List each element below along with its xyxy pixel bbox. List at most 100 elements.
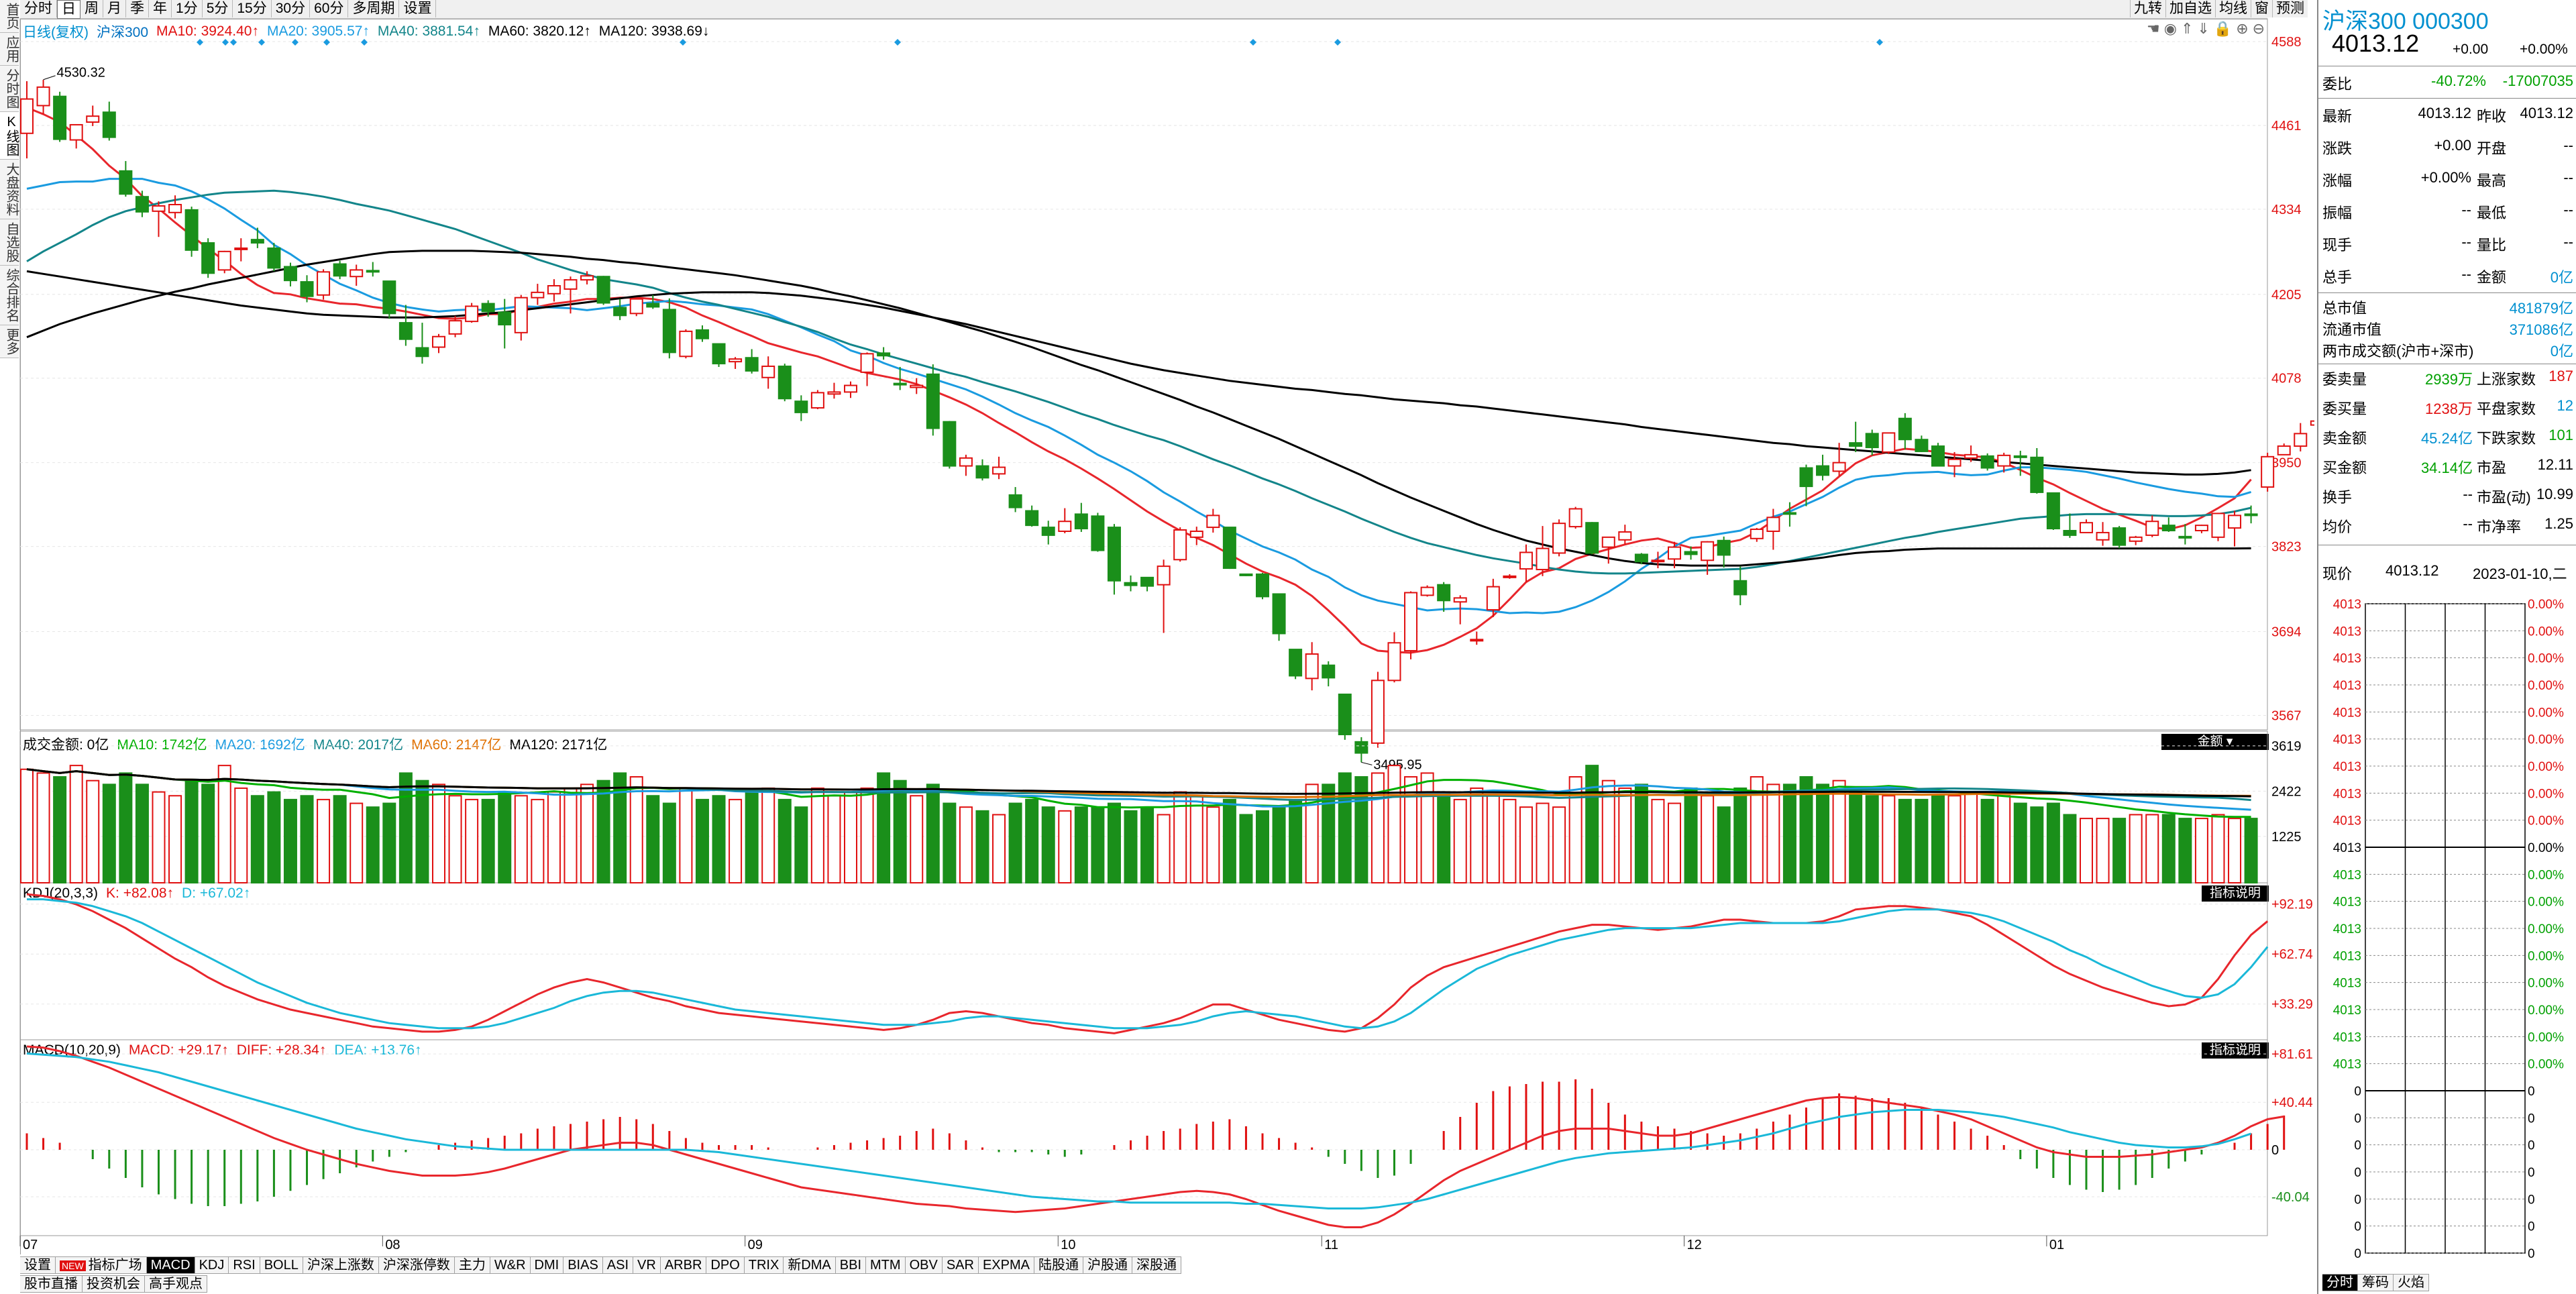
period-button-1[interactable]: 日	[57, 0, 80, 19]
candle-body	[1387, 642, 1401, 682]
indicator-tab-16[interactable]: TRIX	[744, 1256, 784, 1274]
link-tab-1[interactable]: 投资机会	[83, 1275, 145, 1293]
link-tab-0[interactable]: 股市直播	[20, 1275, 83, 1293]
mini-price-label: 4013	[2333, 1004, 2361, 1018]
move-down-icon[interactable]: ⇓	[2197, 20, 2214, 37]
candle-body	[2046, 492, 2060, 530]
period-button-7[interactable]: 5分	[203, 0, 233, 17]
panel-tab-1[interactable]: 筹码	[2358, 1274, 2394, 1291]
hand-icon[interactable]: ☚	[2147, 20, 2164, 37]
zoom-out-icon[interactable]: ⊖	[2252, 20, 2269, 37]
indicator-tab-25[interactable]: 深股通	[1132, 1256, 1181, 1274]
kdj-d-label: D: +67.02↑	[182, 885, 251, 901]
indicator-tab-18[interactable]: BBI	[835, 1256, 867, 1274]
indicator-tab-8[interactable]: 主力	[454, 1256, 490, 1274]
indicator-tab-1[interactable]: NEW 指标广场	[56, 1256, 147, 1274]
candle-body	[398, 322, 413, 340]
volume-bar	[1701, 795, 1715, 884]
indicator-tab-21[interactable]: SAR	[942, 1256, 979, 1274]
volume-bar	[531, 798, 545, 884]
indicator-tab-3[interactable]: KDJ	[195, 1256, 229, 1274]
kdj-k-label: K: +82.08↑	[106, 885, 174, 901]
indicator-tab-24[interactable]: 沪股通	[1083, 1256, 1132, 1274]
breadth-value-0: 2939万	[2425, 371, 2473, 388]
volume-bar	[1222, 798, 1236, 884]
event-marker	[222, 39, 229, 46]
toolbar-right-button-2[interactable]: 均线	[2215, 0, 2251, 17]
toolbar-right-button-3[interactable]: 窗	[2251, 0, 2272, 17]
volume-bar	[1832, 779, 1846, 883]
panel-tab-2[interactable]: 火焰	[2394, 1274, 2429, 1291]
sidebar-item-7[interactable]: 更多	[0, 325, 19, 358]
period-button-11[interactable]: 多周期	[348, 0, 400, 17]
sidebar-item-6[interactable]: 综合排名	[0, 266, 19, 325]
period-toolbar: 分时日周月季年 1分 5分 15分 30分 60分 多周期 设置	[20, 0, 2267, 19]
indicator-tab-11[interactable]: BIAS	[564, 1256, 603, 1274]
mini-pct-label: 0.00%	[2528, 896, 2564, 910]
indicator-tab-12[interactable]: ASI	[602, 1256, 634, 1274]
mini-pct-label: 0	[2528, 1220, 2535, 1234]
mini-pct-label: 0.00%	[2528, 787, 2564, 801]
sidebar-item-0[interactable]: 首页	[0, 0, 19, 33]
period-button-3[interactable]: 月	[103, 0, 126, 17]
volume-bar	[844, 791, 857, 883]
x-tick-label: 11	[1324, 1238, 1338, 1252]
indicator-tab-0[interactable]: 设置	[20, 1256, 56, 1274]
period-button-6[interactable]: 1分	[172, 0, 203, 17]
sidebar-item-1[interactable]: 应用	[0, 33, 19, 66]
indicator-tab-10[interactable]: DMI	[530, 1256, 564, 1274]
sidebar-item-2[interactable]: 分时图	[0, 66, 19, 112]
move-up-icon[interactable]: ⇑	[2180, 20, 2198, 37]
kdj-help-button[interactable]: 指标说明	[2202, 885, 2269, 902]
kdj-d-line	[27, 898, 2269, 1030]
period-button-4[interactable]: 季	[126, 0, 149, 17]
indicator-tab-19[interactable]: MTM	[866, 1256, 906, 1274]
candle-body	[1041, 527, 1055, 536]
indicator-tab-9[interactable]: W&R	[490, 1256, 531, 1274]
toolbar-right-button-1[interactable]: 加自选	[2165, 0, 2215, 17]
indicator-tab-7[interactable]: 沪深涨停数	[378, 1256, 455, 1274]
period-button-0[interactable]: 分时	[20, 0, 57, 17]
period-button-9[interactable]: 30分	[272, 0, 311, 17]
period-button-2[interactable]: 周	[80, 0, 103, 17]
sidebar-item-4[interactable]: 大盘资料	[0, 160, 19, 219]
kline-chart[interactable]: 4588 4461 4334 4205 4078 3950 3823 3694 3567 07 08…	[0, 0, 2314, 1254]
indicator-tab-17[interactable]: 新DMA	[784, 1256, 836, 1274]
sidebar-item-3[interactable]: K线图	[0, 112, 19, 160]
candle-body	[1189, 530, 1203, 538]
breadth-value2-5: 1.25	[2544, 515, 2573, 532]
toolbar-right-button-0[interactable]: 九转	[2130, 0, 2165, 17]
candle-body	[1766, 517, 1780, 532]
indicator-tab-22[interactable]: EXPMA	[978, 1256, 1034, 1274]
indicator-tab-4[interactable]: RSI	[229, 1256, 260, 1274]
period-button-8[interactable]: 15分	[233, 0, 272, 17]
indicator-tab-23[interactable]: 陆股通	[1034, 1256, 1083, 1274]
eye-icon[interactable]: ◉	[2163, 20, 2181, 37]
period-button-10[interactable]: 60分	[310, 0, 349, 17]
candle-body	[119, 170, 133, 195]
volume-bar	[1750, 776, 1764, 883]
indicator-tab-20[interactable]: OBV	[905, 1256, 943, 1274]
candle-body	[1354, 741, 1368, 754]
zoom-in-icon[interactable]: ⊕	[2236, 20, 2253, 37]
macd-diff-line	[26, 1045, 2284, 1228]
breadth-value-4: --	[2463, 486, 2473, 502]
price-y-tick-label: 4078	[2271, 372, 2302, 386]
sidebar-item-5[interactable]: 自选股	[0, 219, 19, 266]
price-ma60-line	[26, 250, 2251, 567]
candle-body	[959, 457, 973, 467]
indicator-tab-6[interactable]: 沪深上涨数	[303, 1256, 379, 1274]
indicator-tab-5[interactable]: BOLL	[260, 1256, 303, 1274]
indicator-tab-14[interactable]: ARBR	[660, 1256, 707, 1274]
period-button-12[interactable]: 设置	[399, 0, 437, 17]
indicator-tab-13[interactable]: VR	[633, 1256, 661, 1274]
toolbar-right-button-4[interactable]: 预测	[2272, 0, 2308, 17]
lock-icon[interactable]: 🔒	[2213, 20, 2237, 37]
panel-tab-0[interactable]: 分时	[2322, 1274, 2358, 1291]
link-tab-2[interactable]: 高手观点	[145, 1275, 207, 1293]
volume-type-dropdown[interactable]: 金额 ▾	[2161, 734, 2269, 750]
volume-bar	[926, 784, 940, 884]
indicator-tab-2[interactable]: MACD	[146, 1256, 195, 1274]
period-button-5[interactable]: 年	[149, 0, 172, 17]
indicator-tab-15[interactable]: DPO	[706, 1256, 745, 1274]
